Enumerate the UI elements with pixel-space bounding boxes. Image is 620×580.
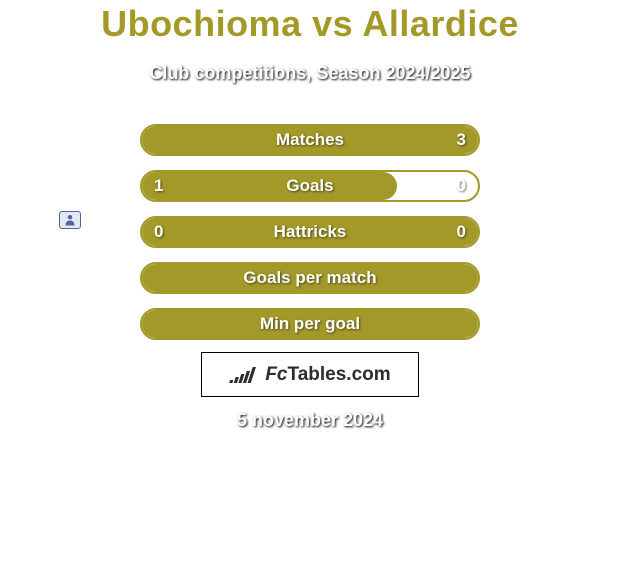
subtitle: Club competitions, Season 2024/2025 [0,63,620,84]
stat-label: Goals [142,172,478,200]
comparison-infographic: Ubochioma vs Allardice Club competitions… [0,0,620,580]
title-vs: vs [312,3,353,44]
stat-row: Goals per match [140,262,480,294]
stat-rows: Matches3Goals10Hattricks00Goals per matc… [140,124,480,354]
date-stamp: 5 november 2024 [0,410,620,431]
brand-watermark: FcTables.com [201,352,419,397]
player2-silhouette-ellipse-2 [500,178,600,202]
stat-left-value: 0 [154,218,163,246]
page-title: Ubochioma vs Allardice [0,6,620,42]
stat-left-value: 1 [154,172,163,200]
fctables-logo-icon [229,365,259,385]
brand-rest: Tables.com [288,364,391,385]
player1-silhouette-ellipse [8,124,112,150]
stat-right-value: 0 [457,218,466,246]
stat-right-value: 3 [457,126,466,154]
brand-text: FcTables.com [265,364,390,386]
person-placeholder-icon [64,214,76,226]
player1-avatar-placeholder [20,170,120,270]
stat-row: Min per goal [140,308,480,340]
avatar-placeholder-box [59,211,81,229]
stat-row: Goals1 0 [140,170,480,202]
stat-right-value: 0 [457,172,466,200]
player2-silhouette-ellipse [490,124,590,150]
title-player1: Ubochioma [101,3,302,44]
stat-label: Matches [142,126,478,154]
stat-row: Hattricks0 0 [140,216,480,248]
stat-label: Hattricks [142,218,478,246]
brand-prefix: Fc [265,364,287,385]
stat-row: Matches3 [140,124,480,156]
stat-label: Min per goal [142,310,478,338]
stat-label: Goals per match [142,264,478,292]
title-player2: Allardice [362,3,519,44]
